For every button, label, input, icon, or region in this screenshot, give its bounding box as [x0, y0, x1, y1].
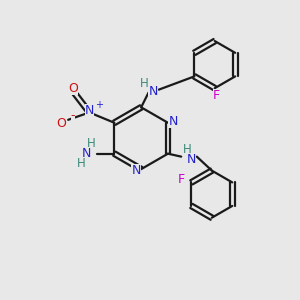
Text: N: N	[187, 153, 196, 166]
Text: H: H	[183, 143, 191, 156]
Text: +: +	[95, 100, 103, 110]
Text: F: F	[178, 173, 185, 186]
Text: N: N	[85, 104, 94, 118]
Text: N: N	[131, 164, 141, 177]
Text: H: H	[77, 158, 85, 170]
Text: O: O	[57, 117, 67, 130]
Text: -: -	[70, 110, 75, 122]
Text: O: O	[68, 82, 78, 94]
Text: N: N	[168, 115, 178, 128]
Text: F: F	[213, 89, 220, 102]
Text: N: N	[82, 147, 91, 160]
Text: N: N	[148, 85, 158, 98]
Text: H: H	[86, 137, 95, 150]
Text: H: H	[140, 77, 148, 90]
